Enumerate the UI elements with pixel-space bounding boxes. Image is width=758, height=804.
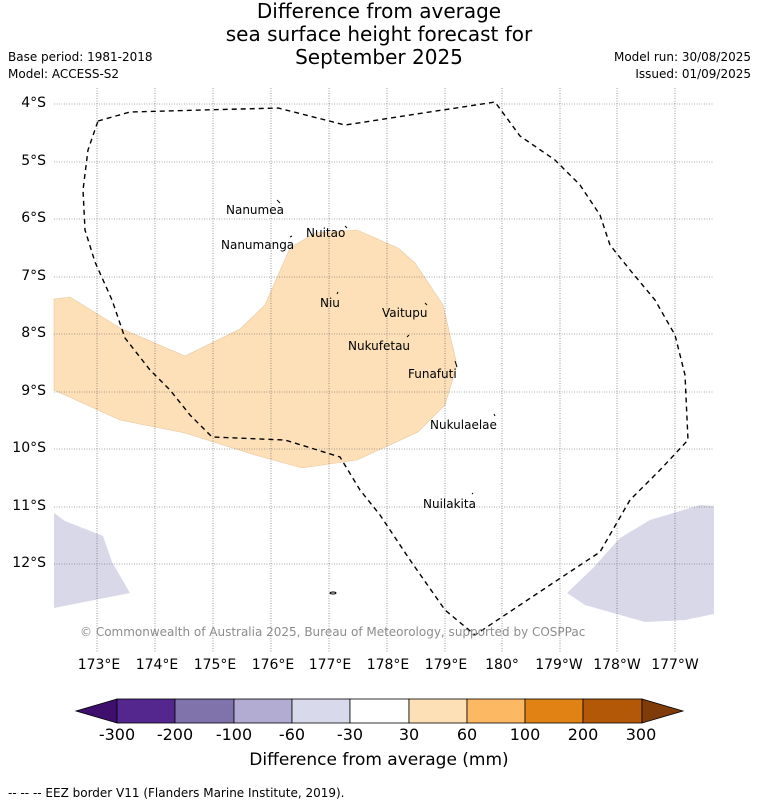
island-nanumea-mark [276,199,281,204]
island-nanumanga-mark [289,235,293,238]
lat-label-7s: 7°S [21,268,46,284]
colorbar-bin-7 [466,698,526,724]
colorbar-tick-label: 100 [509,725,541,744]
lat-label-11s: 11°S [12,498,46,514]
colorbar-bin-6 [408,698,468,724]
colorbar-tick-label: -30 [336,725,364,744]
colorbar-tick-label: -100 [215,725,253,744]
colorbar-bin-2 [174,698,235,724]
lon-label-179w: 179°W [535,657,583,673]
title-line-1: Difference from average [256,0,502,23]
model-name: Model: ACCESS-S2 [8,67,120,81]
colorbar-bin-4 [291,698,351,724]
lon-label-174e: 174°E [135,657,179,673]
negative-anomaly-region-east [567,505,714,622]
colorbar-tick-label: -200 [156,725,194,744]
island-vaitupu-mark [424,302,428,306]
colorbar-bin-9 [582,698,643,724]
lat-label-4s: 4°S [21,95,46,111]
island-nuitao-mark [344,225,348,229]
island-label-nuilakita: Nuilakita [423,497,476,511]
lon-label-180: 180° [485,657,519,673]
island-nuilakita-mark [471,492,474,495]
lat-label-10s: 10°S [12,440,46,456]
island-label-niu: Niu [320,296,340,310]
colorbar-bin-8 [524,698,584,724]
colorbar-tick-label: 200 [567,725,599,744]
island-label-nanumea: Nanumea [226,203,284,217]
lon-label-173e: 173°E [77,657,121,673]
map-title: Difference from average sea surface heig… [0,0,758,69]
copyright-notice: © Commonwealth of Australia 2025, Bureau… [80,625,586,639]
colorbar-title: Difference from average (mm) [249,750,509,770]
graticule [54,88,714,653]
island-label-nukulaelae: Nukulaelae [430,418,497,432]
lon-label-177e: 177°E [308,657,352,673]
island-niu-mark [336,291,339,295]
lon-label-176e: 176°E [251,657,295,673]
island-label-vaitupu: Vaitupu [382,306,428,320]
colorbar-extend-low [74,698,118,724]
colorbar-tick-label: 30 [398,725,420,744]
lon-label-177w: 177°W [651,657,699,673]
model-run: Model run: 30/08/2025 [613,50,751,64]
island-label-nanumanga: Nanumanga [221,238,295,252]
lat-label-12s: 12°S [12,555,46,571]
meta-right: Model run: 30/08/2025 Issued: 01/09/2025 [614,49,751,83]
lat-label-8s: 8°S [21,325,46,341]
issued-date: Issued: 01/09/2025 [635,67,751,81]
island-nukulaelae-mark [493,413,496,417]
island-small-mark [329,591,337,595]
colorbar-tick-label: -300 [98,725,136,744]
island-funafuti-mark [454,360,458,368]
lon-label-178w: 178°W [593,657,641,673]
lon-label-179e: 179°E [424,657,468,673]
lat-label-5s: 5°S [21,153,46,169]
negative-anomaly-region-west [54,513,130,608]
colorbar [74,698,685,724]
island-nukufetau-mark [406,334,410,338]
title-line-3: September 2025 [295,45,463,69]
colorbar-bin-3 [233,698,293,724]
island-label-nuitao: Nuitao [306,226,346,240]
colorbar-bin-1 [116,698,176,724]
lon-label-178e: 178°E [366,657,410,673]
island-label-nukufetau: Nukufetau [348,339,411,353]
island-markers [276,199,496,595]
lon-label-175e: 175°E [193,657,237,673]
base-period: Base period: 1981-2018 [8,50,153,64]
title-line-2: sea surface height forecast for [225,22,533,46]
eez-footnote: -- -- -- EEZ border V11 (Flanders Marine… [8,786,345,800]
lat-label-6s: 6°S [21,210,46,226]
colorbar-bin-5 [349,698,410,724]
eez-border [82,101,689,636]
island-label-funafuti: Funafuti [408,367,457,381]
lat-label-9s: 9°S [21,383,46,399]
colorbar-tick-label: -60 [278,725,306,744]
colorbar-tick-label: 300 [625,725,657,744]
colorbar-tick-label: 60 [456,725,478,744]
meta-left: Base period: 1981-2018 Model: ACCESS-S2 [8,49,153,83]
colorbar-extend-high [641,698,685,724]
